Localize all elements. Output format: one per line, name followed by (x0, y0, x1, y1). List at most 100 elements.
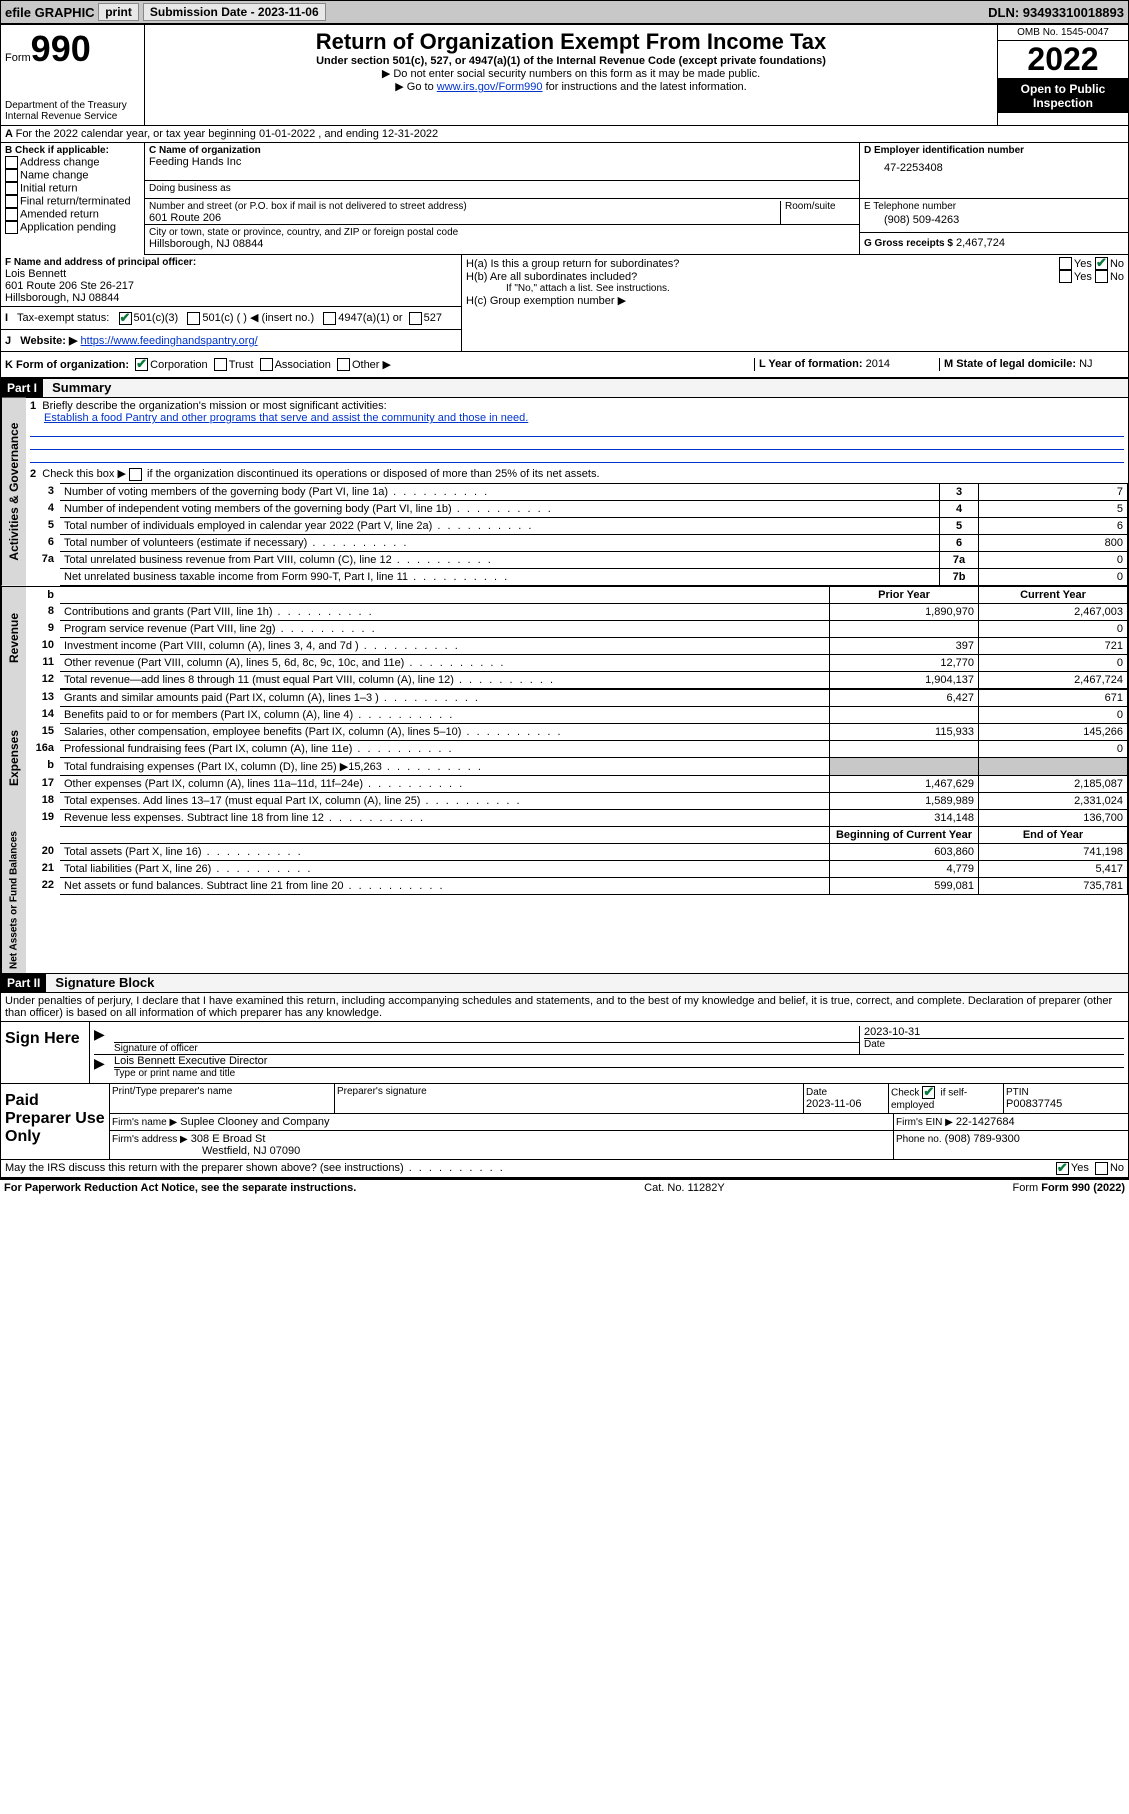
box-m-label: M State of legal domicile: (944, 358, 1076, 370)
header-right: OMB No. 1545-0047 2022 Open to Public In… (997, 25, 1128, 125)
cb-app-pending[interactable]: Application pending (5, 221, 140, 234)
part1-header: Part I Summary (1, 378, 1128, 398)
summary-row: 18 Total expenses. Add lines 13–17 (must… (26, 792, 1128, 809)
cb-amended-return[interactable]: Amended return (5, 208, 140, 221)
officer-addr2: Hillsborough, NJ 08844 (5, 292, 457, 304)
summary-row: 5 Total number of individuals employed i… (26, 517, 1128, 534)
sub-date-value: 2023-11-06 (258, 5, 319, 19)
ptin-label: PTIN (1006, 1087, 1029, 1098)
part1-title: Summary (46, 380, 111, 395)
cb-501c3[interactable] (119, 312, 132, 325)
summary-row: 9 Program service revenue (Part VIII, li… (26, 620, 1128, 637)
date-label: Date (864, 1038, 1124, 1050)
summary-row: 10 Investment income (Part VIII, column … (26, 637, 1128, 654)
tax-year: 2022 (998, 41, 1128, 79)
cb-label-0: Address change (20, 156, 100, 168)
opt-assoc: Association (275, 359, 331, 371)
dept-text: Department of the Treasury Internal Reve… (5, 100, 140, 122)
col-prior: Prior Year (830, 587, 979, 604)
prep-sig-label: Preparer's signature (335, 1084, 804, 1113)
box-b: B Check if applicable: Address change Na… (1, 143, 145, 255)
cb-discontinued[interactable] (129, 468, 142, 481)
summary-row: 15 Salaries, other compensation, employe… (26, 723, 1128, 740)
prep-date-cell: Date 2023-11-06 (804, 1084, 889, 1113)
dln-text: DLN: 93493310018893 (988, 5, 1124, 20)
ein-value: 47-2253408 (864, 156, 1124, 174)
city-label: City or town, state or province, country… (149, 227, 855, 238)
sig-officer-label: Signature of officer (114, 1042, 859, 1054)
col-b: b (26, 587, 60, 604)
cb-assoc[interactable] (260, 358, 273, 371)
form-num: 990 (31, 28, 91, 69)
summary-row: b Total fundraising expenses (Part IX, c… (26, 757, 1128, 775)
summary-row: 11 Other revenue (Part VIII, column (A),… (26, 654, 1128, 671)
org-name: Feeding Hands Inc (149, 156, 855, 168)
form-header: Form990 Department of the Treasury Inter… (1, 25, 1128, 126)
summary-row: 22 Net assets or fund balances. Subtract… (26, 877, 1128, 894)
cb-trust[interactable] (214, 358, 227, 371)
cb-label-1: Name change (20, 169, 89, 181)
cb-527[interactable] (409, 312, 422, 325)
firm-addr-label: Firm's address ▶ (112, 1134, 188, 1145)
box-k-label: K Form of organization: (5, 359, 129, 371)
dba-label: Doing business as (149, 183, 855, 194)
print-button[interactable]: print (98, 3, 139, 21)
officer-name: Lois Bennett (5, 268, 457, 280)
box-g-label: G Gross receipts $ (864, 238, 953, 249)
cb-hb-yes[interactable] (1059, 270, 1072, 283)
officer-addr1: 601 Route 206 Ste 26-217 (5, 280, 457, 292)
firm-ein-cell: Firm's EIN ▶ 22-1427684 (894, 1114, 1128, 1130)
box-e-label: E Telephone number (864, 201, 1124, 212)
cb-discuss-yes[interactable] (1056, 1162, 1069, 1175)
part2-header: Part II Signature Block (1, 973, 1128, 993)
open-public: Open to Public Inspection (998, 79, 1128, 113)
entity-block: B Check if applicable: Address change Na… (1, 143, 1128, 255)
cb-address-change[interactable]: Address change (5, 156, 140, 169)
cb-4947[interactable] (323, 312, 336, 325)
klm-block: K Form of organization: Corporation Trus… (1, 352, 1128, 379)
website-link[interactable]: https://www.feedinghandspantry.org/ (81, 335, 258, 347)
self-emp-cell: Check if self-employed (889, 1084, 1004, 1113)
firm-ein-value: 22-1427684 (956, 1116, 1015, 1128)
cb-ha-no[interactable] (1095, 257, 1108, 270)
submission-date-button[interactable]: Submission Date - 2023-11-06 (143, 3, 326, 21)
cb-initial-return[interactable]: Initial return (5, 182, 140, 195)
cb-501c[interactable] (187, 312, 200, 325)
paid-preparer-label: Paid Preparer Use Only (1, 1084, 110, 1159)
firm-phone-value: (908) 789-9300 (945, 1133, 1020, 1145)
summary-row: 13 Grants and similar amounts paid (Part… (26, 689, 1128, 706)
cb-final-return[interactable]: Final return/terminated (5, 195, 140, 208)
opt-4947: 4947(a)(1) or (338, 312, 402, 324)
paperwork-notice: For Paperwork Reduction Act Notice, see … (4, 1182, 356, 1194)
omb-number: OMB No. 1545-0047 (998, 25, 1128, 41)
box-c-addr: Number and street (or P.O. box if mail i… (145, 199, 860, 255)
expenses-table: 13 Grants and similar amounts paid (Part… (26, 689, 1128, 827)
netassets-section: Net Assets or Fund Balances Beginning of… (1, 827, 1128, 973)
box-l: L Year of formation: 2014 (754, 358, 939, 372)
irs-link[interactable]: www.irs.gov/Form990 (437, 81, 543, 93)
cb-corp[interactable] (135, 358, 148, 371)
cb-self-employed[interactable] (922, 1086, 935, 1099)
cb-ha-yes[interactable] (1059, 257, 1072, 270)
form-note2: ▶ Go to www.irs.gov/Form990 for instruct… (149, 80, 993, 93)
form-subtitle: Under section 501(c), 527, or 4947(a)(1)… (149, 55, 993, 67)
box-c-container: C Name of organization Feeding Hands Inc… (145, 143, 1128, 255)
box-l-label: L Year of formation: (759, 358, 863, 370)
summary-row: 17 Other expenses (Part IX, column (A), … (26, 775, 1128, 792)
opt-other: Other ▶ (352, 359, 391, 371)
cb-name-change[interactable]: Name change (5, 169, 140, 182)
q2-text: Check this box ▶ (42, 468, 126, 480)
cb-discuss-no[interactable] (1095, 1162, 1108, 1175)
summary-simple-table: 3 Number of voting members of the govern… (26, 483, 1128, 586)
revenue-section: Revenue b Prior Year Current Year 8 Cont… (1, 586, 1128, 689)
box-i: I Tax-exempt status: 501(c)(3) 501(c) ( … (1, 307, 461, 330)
cb-other[interactable] (337, 358, 350, 371)
state-domicile: NJ (1079, 358, 1092, 370)
form-ref: Form Form 990 (2022) (1013, 1182, 1126, 1194)
page-footer: For Paperwork Reduction Act Notice, see … (0, 1179, 1129, 1196)
cb-hb-no[interactable] (1095, 270, 1108, 283)
note2-pre: ▶ Go to (395, 81, 436, 93)
firm-name-value: Suplee Clooney and Company (180, 1116, 329, 1128)
form-ref-text: Form 990 (2022) (1041, 1182, 1125, 1194)
q2b-text: if the organization discontinued its ope… (147, 468, 600, 480)
